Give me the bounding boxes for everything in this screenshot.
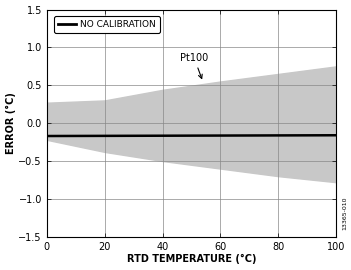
Legend: NO CALIBRATION: NO CALIBRATION: [54, 16, 160, 33]
Text: Pt100: Pt100: [180, 53, 208, 79]
Y-axis label: ERROR (°C): ERROR (°C): [6, 92, 16, 154]
Text: 13365-010: 13365-010: [343, 196, 347, 229]
X-axis label: RTD TEMPERATURE (°C): RTD TEMPERATURE (°C): [127, 254, 256, 264]
